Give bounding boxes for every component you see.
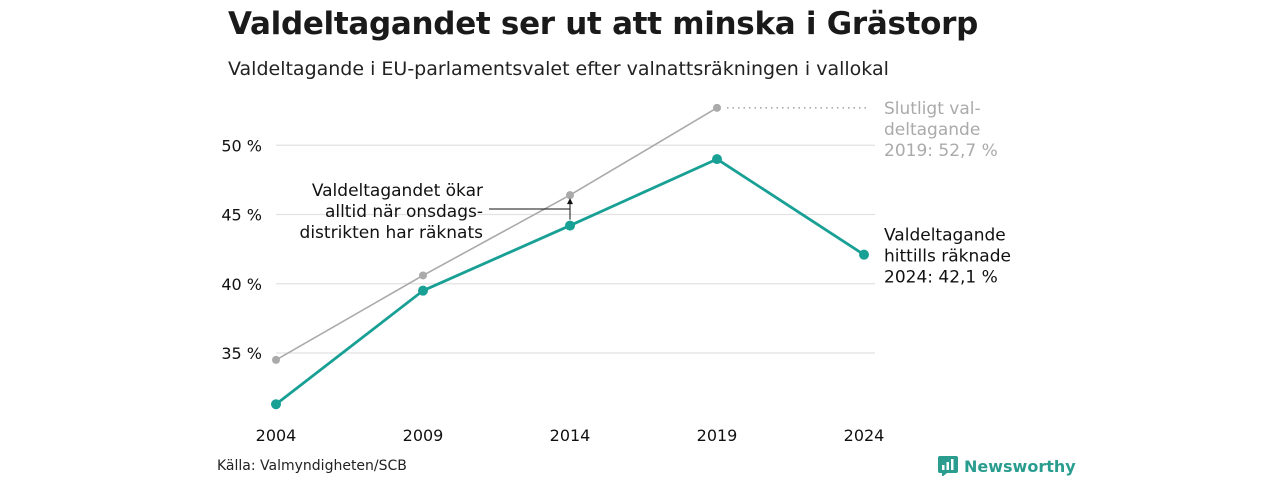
night-label-line: Valdeltagande <box>884 226 1006 246</box>
note-line: distrikten har räknats <box>300 223 484 243</box>
night-label-line: 2024: 42,1 % <box>884 268 998 288</box>
note-arrow-head <box>567 198 573 205</box>
night-label-line: hittills räknade <box>884 247 1011 267</box>
y-tick-label: 45 % <box>221 206 262 225</box>
note-line: Valdeltagandet ökar <box>312 181 483 201</box>
final-label-line: Slutligt val- <box>884 99 981 119</box>
note-line: alltid när onsdags- <box>325 202 483 222</box>
data-point-final <box>713 103 721 112</box>
final-label-line: deltagande <box>884 120 980 140</box>
data-point-night <box>859 249 869 260</box>
data-point-final <box>272 355 280 364</box>
y-tick-label: 50 % <box>221 136 262 155</box>
brand-logo: Newsworthy <box>938 456 1076 476</box>
newsworthy-logo-icon <box>938 456 958 476</box>
y-tick-label: 40 % <box>221 275 262 294</box>
data-point-final <box>419 271 427 280</box>
data-point-night <box>712 154 722 165</box>
final-label-line: 2019: 52,7 % <box>884 141 998 161</box>
y-tick-label: 35 % <box>221 344 262 363</box>
data-point-night <box>418 285 428 296</box>
x-tick-label: 2014 <box>550 426 591 445</box>
data-point-final <box>566 191 574 200</box>
source-note: Källa: Valmyndigheten/SCB <box>217 458 407 474</box>
x-tick-label: 2019 <box>697 426 738 445</box>
series-line-final <box>275 107 718 361</box>
data-point-night <box>565 220 575 231</box>
chart-title: Valdeltagandet ser ut att minska i Gräst… <box>228 6 979 42</box>
data-point-night <box>271 399 281 410</box>
x-tick-label: 2009 <box>403 426 444 445</box>
x-tick-label: 2024 <box>844 426 885 445</box>
chart-subtitle: Valdeltagande i EU-parlamentsvalet efter… <box>228 58 889 80</box>
x-tick-label: 2004 <box>256 426 297 445</box>
brand-name: Newsworthy <box>964 456 1076 476</box>
